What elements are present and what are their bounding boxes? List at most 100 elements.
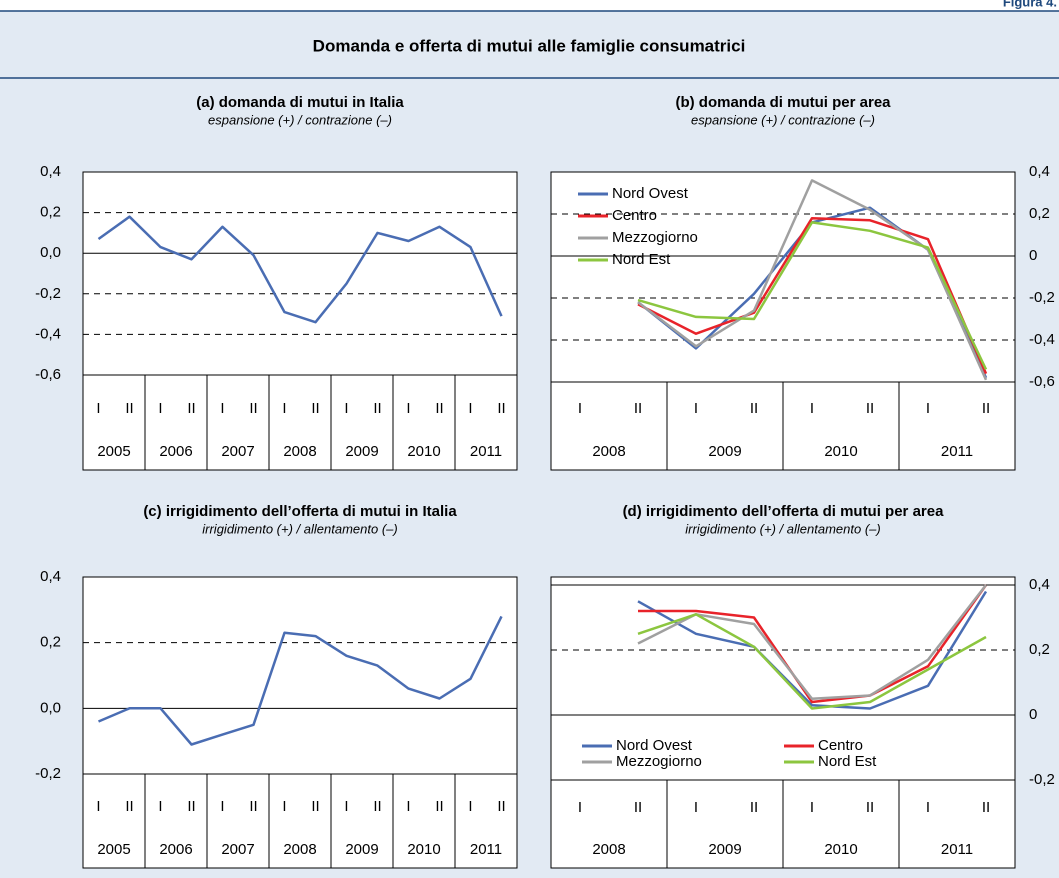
x-tick-label: II (249, 798, 257, 815)
y-tick-label: 0,4 (1029, 163, 1050, 180)
x-tick-label: II (497, 798, 505, 815)
x-tick-label: II (866, 400, 874, 417)
year-label: 2011 (470, 443, 502, 460)
year-label: 2009 (345, 443, 378, 460)
x-tick-label: I (406, 798, 410, 815)
x-tick-label: II (634, 799, 642, 816)
x-tick-label: I (282, 400, 286, 417)
x-tick-label: II (249, 400, 257, 417)
legend-label: Nord Est (612, 251, 671, 268)
x-tick-label: II (982, 799, 990, 816)
x-tick-label: II (187, 400, 195, 417)
x-tick-label: I (926, 799, 930, 816)
year-label: 2010 (824, 443, 857, 460)
y-tick-label: 0 (1029, 706, 1037, 723)
series-line (637, 216, 988, 375)
x-tick-label: II (497, 400, 505, 417)
year-label: 2009 (708, 443, 741, 460)
y-tick-label: -0,2 (35, 765, 61, 782)
y-tick-label: -0,2 (1029, 289, 1055, 306)
panel-title: (b) domanda di mutui per area (675, 94, 891, 111)
x-tick-label: II (125, 400, 133, 417)
legend-label: Centro (612, 207, 657, 224)
x-tick-label: I (96, 400, 100, 417)
year-label: 2010 (824, 841, 857, 858)
x-tick-label: I (158, 400, 162, 417)
year-label: 2010 (407, 841, 440, 858)
x-tick-label: I (344, 400, 348, 417)
y-tick-label: 0,2 (40, 634, 61, 651)
top-strip (0, 0, 1059, 11)
x-tick-label: I (158, 798, 162, 815)
y-tick-label: 0,2 (40, 204, 61, 221)
y-tick-label: 0,2 (1029, 641, 1050, 658)
x-tick-label: I (694, 400, 698, 417)
year-label: 2009 (345, 841, 378, 858)
x-tick-label: II (311, 798, 319, 815)
x-tick-label: II (435, 798, 443, 815)
series-line (98, 615, 503, 746)
legend-label: Nord Ovest (616, 737, 693, 754)
x-tick-label: I (694, 799, 698, 816)
y-tick-label: 0,4 (40, 163, 61, 180)
series-line (97, 215, 503, 324)
year-label: 2005 (97, 443, 130, 460)
x-tick-label: I (578, 799, 582, 816)
x-tick-label: II (373, 798, 381, 815)
year-label: 2005 (97, 841, 130, 858)
series-line (637, 221, 988, 370)
plot-area (82, 576, 518, 869)
year-label: 2009 (708, 841, 741, 858)
x-tick-label: II (373, 400, 381, 417)
y-tick-label: 0,0 (40, 244, 61, 261)
x-tick-label: II (750, 400, 758, 417)
legend-label: Nord Ovest (612, 185, 689, 202)
legend-label: Centro (818, 737, 863, 754)
panel-subtitle: espansione (+) / contrazione (–) (208, 112, 392, 127)
x-tick-label: II (125, 798, 133, 815)
x-tick-label: I (468, 400, 472, 417)
year-label: 2010 (407, 443, 440, 460)
panel-title: (a) domanda di mutui in Italia (196, 94, 404, 111)
x-tick-label: I (468, 798, 472, 815)
x-tick-label: I (220, 798, 224, 815)
y-tick-label: -0,6 (1029, 373, 1055, 390)
x-tick-label: I (220, 400, 224, 417)
year-label: 2011 (941, 443, 973, 460)
x-tick-label: I (344, 798, 348, 815)
figure-title: Domanda e offerta di mutui alle famiglie… (313, 36, 746, 55)
x-tick-label: II (750, 799, 758, 816)
x-tick-label: II (634, 400, 642, 417)
x-tick-label: II (311, 400, 319, 417)
y-tick-label: -0,2 (1029, 771, 1055, 788)
x-tick-label: I (96, 798, 100, 815)
y-tick-label: 0,0 (40, 699, 61, 716)
x-tick-label: II (187, 798, 195, 815)
x-tick-label: II (435, 400, 443, 417)
panel-subtitle: espansione (+) / contrazione (–) (691, 112, 875, 127)
y-tick-label: -0,6 (35, 366, 61, 383)
year-label: 2008 (283, 841, 316, 858)
x-tick-label: I (406, 400, 410, 417)
panel-title: (d) irrigidimento dell’offerta di mutui … (623, 503, 945, 520)
year-label: 2008 (592, 841, 625, 858)
legend-label: Nord Est (818, 753, 877, 770)
y-tick-label: -0,4 (1029, 331, 1055, 348)
y-tick-label: -0,2 (35, 285, 61, 302)
panel-subtitle: irrigidimento (+) / allentamento (–) (685, 521, 880, 536)
year-label: 2007 (221, 443, 254, 460)
series-line (637, 590, 988, 710)
y-tick-label: 0,4 (40, 568, 61, 585)
series-line (638, 584, 988, 704)
x-tick-label: I (810, 400, 814, 417)
panel-subtitle: irrigidimento (+) / allentamento (–) (202, 521, 397, 536)
figure-label: Figura 4. (1003, 0, 1057, 9)
panel-title: (c) irrigidimento dell’offerta di mutui … (143, 503, 457, 520)
x-tick-label: I (578, 400, 582, 417)
year-label: 2008 (592, 443, 625, 460)
year-label: 2008 (283, 443, 316, 460)
y-tick-label: 0,4 (1029, 576, 1050, 593)
legend-label: Mezzogiorno (612, 229, 698, 246)
plot-area (82, 171, 518, 471)
x-tick-label: I (926, 400, 930, 417)
